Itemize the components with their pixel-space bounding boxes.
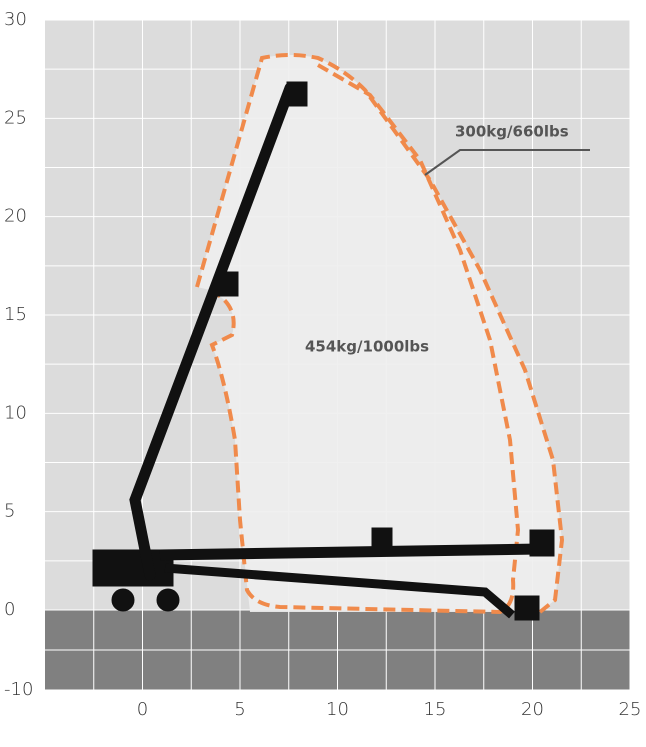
platform xyxy=(286,81,308,107)
y-tick-label: 5 xyxy=(4,501,15,522)
wheel xyxy=(111,588,135,612)
x-tick-label: 10 xyxy=(326,699,349,720)
x-tick-label: 0 xyxy=(137,699,148,720)
boom-lowered xyxy=(164,563,515,619)
annotation: 454kg/1000lbs xyxy=(305,338,429,356)
y-tick-label: 30 xyxy=(4,9,27,30)
platform xyxy=(529,529,555,557)
platform xyxy=(217,271,239,297)
y-tick-label: -10 xyxy=(4,679,33,700)
y-tick-label: 15 xyxy=(4,304,27,325)
lift-machine xyxy=(92,81,555,621)
boom-horizontal xyxy=(159,543,541,561)
envelope-fill xyxy=(197,55,562,612)
boom-extended xyxy=(129,82,296,581)
x-tick-label: 15 xyxy=(424,699,447,720)
envelope-454kg xyxy=(209,63,521,615)
envelope-300kg xyxy=(195,53,565,614)
platform xyxy=(514,595,540,621)
wheel xyxy=(156,588,180,612)
x-tick-label: 20 xyxy=(521,699,544,720)
chassis xyxy=(92,549,174,587)
platform xyxy=(371,527,393,551)
annotation: 300kg/660lbs xyxy=(455,123,569,141)
x-tick-label: 5 xyxy=(234,699,245,720)
y-tick-label: 10 xyxy=(4,402,27,423)
y-tick-label: 20 xyxy=(4,206,27,227)
x-tick-label: 25 xyxy=(619,699,642,720)
leader-line xyxy=(424,149,590,176)
y-tick-label: 0 xyxy=(4,599,15,620)
y-tick-label: 25 xyxy=(4,107,27,128)
